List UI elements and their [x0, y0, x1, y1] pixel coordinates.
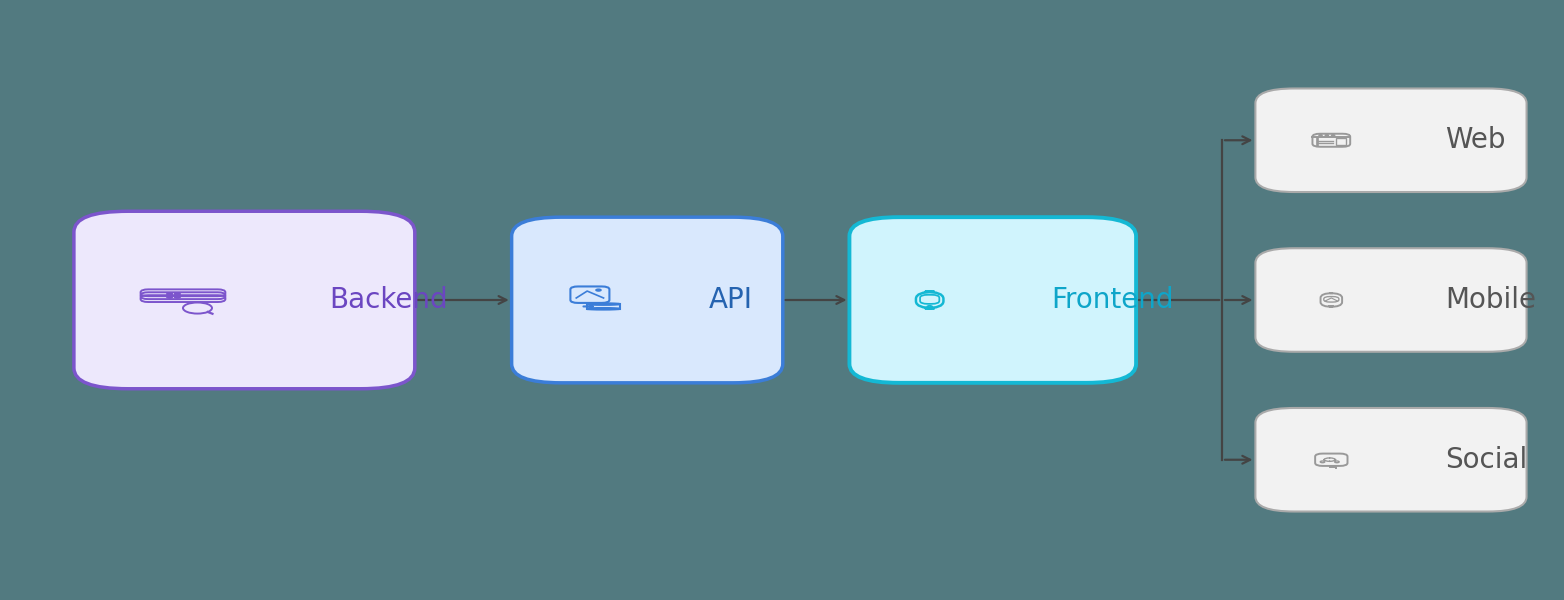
FancyBboxPatch shape: [1256, 88, 1526, 192]
FancyBboxPatch shape: [1256, 248, 1526, 352]
FancyBboxPatch shape: [1256, 408, 1526, 512]
Text: Backend: Backend: [330, 286, 449, 314]
Circle shape: [175, 293, 180, 295]
Text: Web: Web: [1445, 126, 1506, 154]
Circle shape: [1318, 134, 1322, 136]
Circle shape: [175, 296, 180, 298]
FancyBboxPatch shape: [74, 211, 414, 389]
Circle shape: [175, 295, 180, 296]
Text: API: API: [708, 286, 754, 314]
Circle shape: [1325, 134, 1328, 136]
FancyBboxPatch shape: [849, 217, 1135, 383]
Text: Frontend: Frontend: [1051, 286, 1175, 314]
Circle shape: [167, 295, 172, 296]
FancyBboxPatch shape: [511, 217, 784, 383]
Circle shape: [167, 296, 172, 298]
Text: Mobile: Mobile: [1445, 286, 1536, 314]
Circle shape: [1331, 134, 1334, 136]
Bar: [1336, 138, 1345, 145]
Circle shape: [596, 289, 601, 291]
Text: Social: Social: [1445, 446, 1528, 474]
Circle shape: [167, 293, 172, 295]
